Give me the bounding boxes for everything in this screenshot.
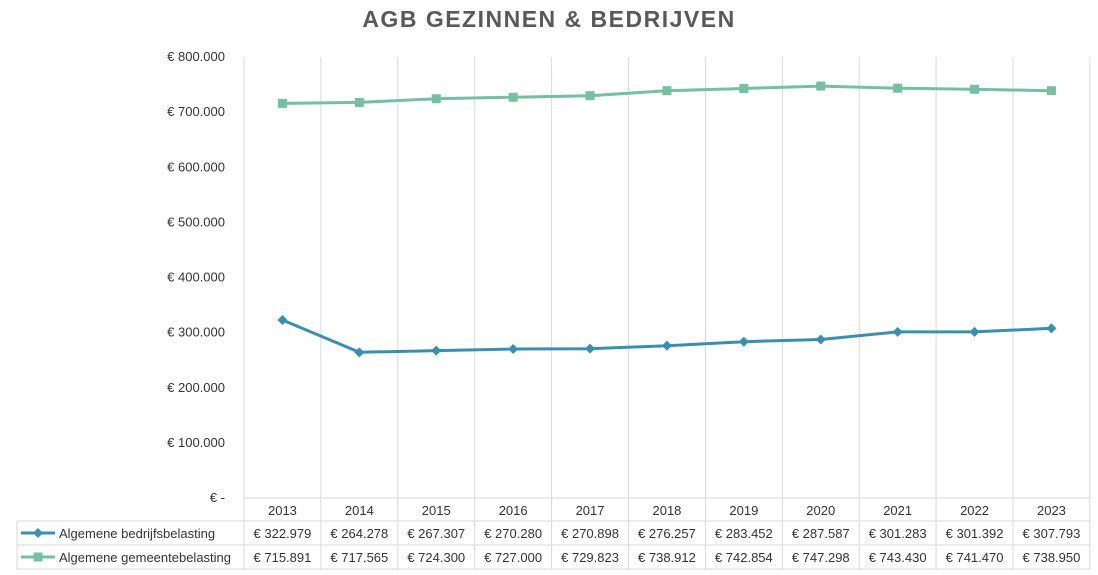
x-tick-label: 2022	[960, 503, 989, 518]
data-point	[354, 97, 364, 107]
x-tick-label: 2020	[806, 503, 835, 518]
data-table-cell: € 727.000	[484, 550, 542, 565]
legend-series-name: Algemene gemeentebelasting	[59, 550, 231, 565]
grid-layer	[16, 57, 1091, 570]
data-table-cell: € 715.891	[254, 550, 312, 565]
data-point	[585, 91, 595, 101]
legend-key-marker	[33, 552, 43, 562]
data-table-cell: € 301.283	[869, 526, 927, 541]
data-point	[431, 345, 442, 356]
series-layer	[277, 81, 1057, 358]
x-tick-label: 2023	[1037, 503, 1066, 518]
x-tick-label: 2013	[268, 503, 297, 518]
data-table-cell: € 738.912	[638, 550, 696, 565]
y-tick-label: € 700.000	[167, 104, 225, 119]
data-table-cell: € 724.300	[407, 550, 465, 565]
data-point	[431, 94, 441, 104]
data-table-cell: € 743.430	[869, 550, 927, 565]
x-tick-label: 2019	[729, 503, 758, 518]
data-table-cell: € 307.793	[1023, 526, 1081, 541]
data-point	[969, 326, 980, 337]
data-point	[892, 326, 903, 337]
data-table-cell: € 267.307	[407, 526, 465, 541]
data-table-cell: € 264.278	[330, 526, 388, 541]
data-table-cell: € 276.257	[638, 526, 696, 541]
data-point	[893, 83, 903, 93]
data-point	[354, 347, 365, 358]
legend-series-name: Algemene bedrijfsbelasting	[59, 526, 215, 541]
y-tick-label: € 300.000	[167, 325, 225, 340]
x-tick-label: 2018	[652, 503, 681, 518]
data-point	[970, 84, 980, 94]
data-point	[508, 92, 518, 102]
x-tick-label: 2021	[883, 503, 912, 518]
data-point	[739, 84, 749, 94]
data-point	[508, 344, 519, 355]
data-table-cell: € 283.452	[715, 526, 773, 541]
data-table-cell: € 717.565	[330, 550, 388, 565]
data-table-cell: € 741.470	[946, 550, 1004, 565]
data-table-cell: € 270.898	[561, 526, 619, 541]
y-tick-label: € 100.000	[167, 435, 225, 450]
data-table-cell: € 742.854	[715, 550, 773, 565]
data-point	[815, 334, 826, 345]
chart-title: AGB GEZINNEN & BEDRIJVEN	[362, 6, 736, 32]
data-point	[277, 98, 287, 108]
data-point	[816, 81, 826, 91]
data-point	[1046, 323, 1057, 334]
data-table-cell: € 287.587	[792, 526, 850, 541]
data-point	[1046, 86, 1056, 96]
data-point	[662, 86, 672, 96]
legend-key-marker	[33, 528, 43, 538]
y-tick-label: € -	[210, 490, 225, 505]
data-table-cell: € 747.298	[792, 550, 850, 565]
x-tick-label: 2015	[422, 503, 451, 518]
data-point	[277, 314, 288, 325]
x-tick-label: 2014	[345, 503, 374, 518]
y-tick-label: € 800.000	[167, 49, 225, 64]
data-point	[738, 336, 749, 347]
data-point	[585, 343, 596, 354]
data-point	[661, 340, 672, 351]
x-tick-label: 2017	[576, 503, 605, 518]
y-tick-label: € 500.000	[167, 214, 225, 229]
data-table-cell: € 301.392	[946, 526, 1004, 541]
data-table-cell: € 322.979	[254, 526, 312, 541]
y-tick-label: € 200.000	[167, 380, 225, 395]
data-table-cell: € 729.823	[561, 550, 619, 565]
y-tick-label: € 600.000	[167, 159, 225, 174]
data-table-cell: € 270.280	[484, 526, 542, 541]
data-table-cell: € 738.950	[1023, 550, 1081, 565]
y-axis-labels: € - € 100.000 € 200.000 € 300.000 € 400.000 €…	[167, 49, 225, 505]
data-table: 2013 2014 2015 2016 2017 2018 2019 2020 2021 2022…	[21, 503, 1080, 565]
x-tick-label: 2016	[499, 503, 528, 518]
y-tick-label: € 400.000	[167, 270, 225, 285]
